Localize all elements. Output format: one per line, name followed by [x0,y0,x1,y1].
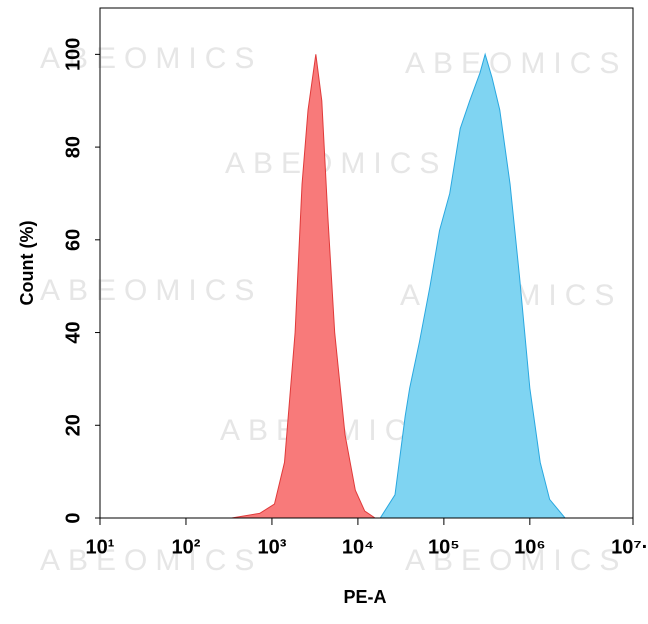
x-axis-label: PE-A [343,587,386,607]
area [379,52,567,519]
y-tick-label: 0 [62,512,84,523]
watermark: ABEOMICS [40,544,262,577]
watermark: ABEOMICS [40,274,262,307]
y-tick-label: 80 [62,136,84,158]
y-tick-label: 100 [62,38,84,71]
area [231,54,377,519]
x-tick-label: 10⁵ [428,536,460,558]
x-tick-label: 10² [172,536,201,558]
plot-frame [99,7,634,519]
y-tick-label: 60 [62,229,84,251]
watermark: ABEOMICS [225,147,447,180]
watermark: ABEOMICS [405,47,627,80]
y-tick-label: 20 [62,414,84,436]
watermark: ABEOMICS [40,42,262,75]
x-tick-label: 10¹ [86,536,115,558]
x-tick-label: 10⁶ [514,536,545,558]
x-tick-label: 10⁴ [342,536,374,558]
y-axis-label: Count (%) [17,221,37,306]
x-tick-label: 10⁷·² [611,536,648,558]
x-tick-label: 10³ [257,536,286,558]
watermark: ABEOMICS [405,544,627,577]
y-tick-label: 40 [62,321,84,343]
